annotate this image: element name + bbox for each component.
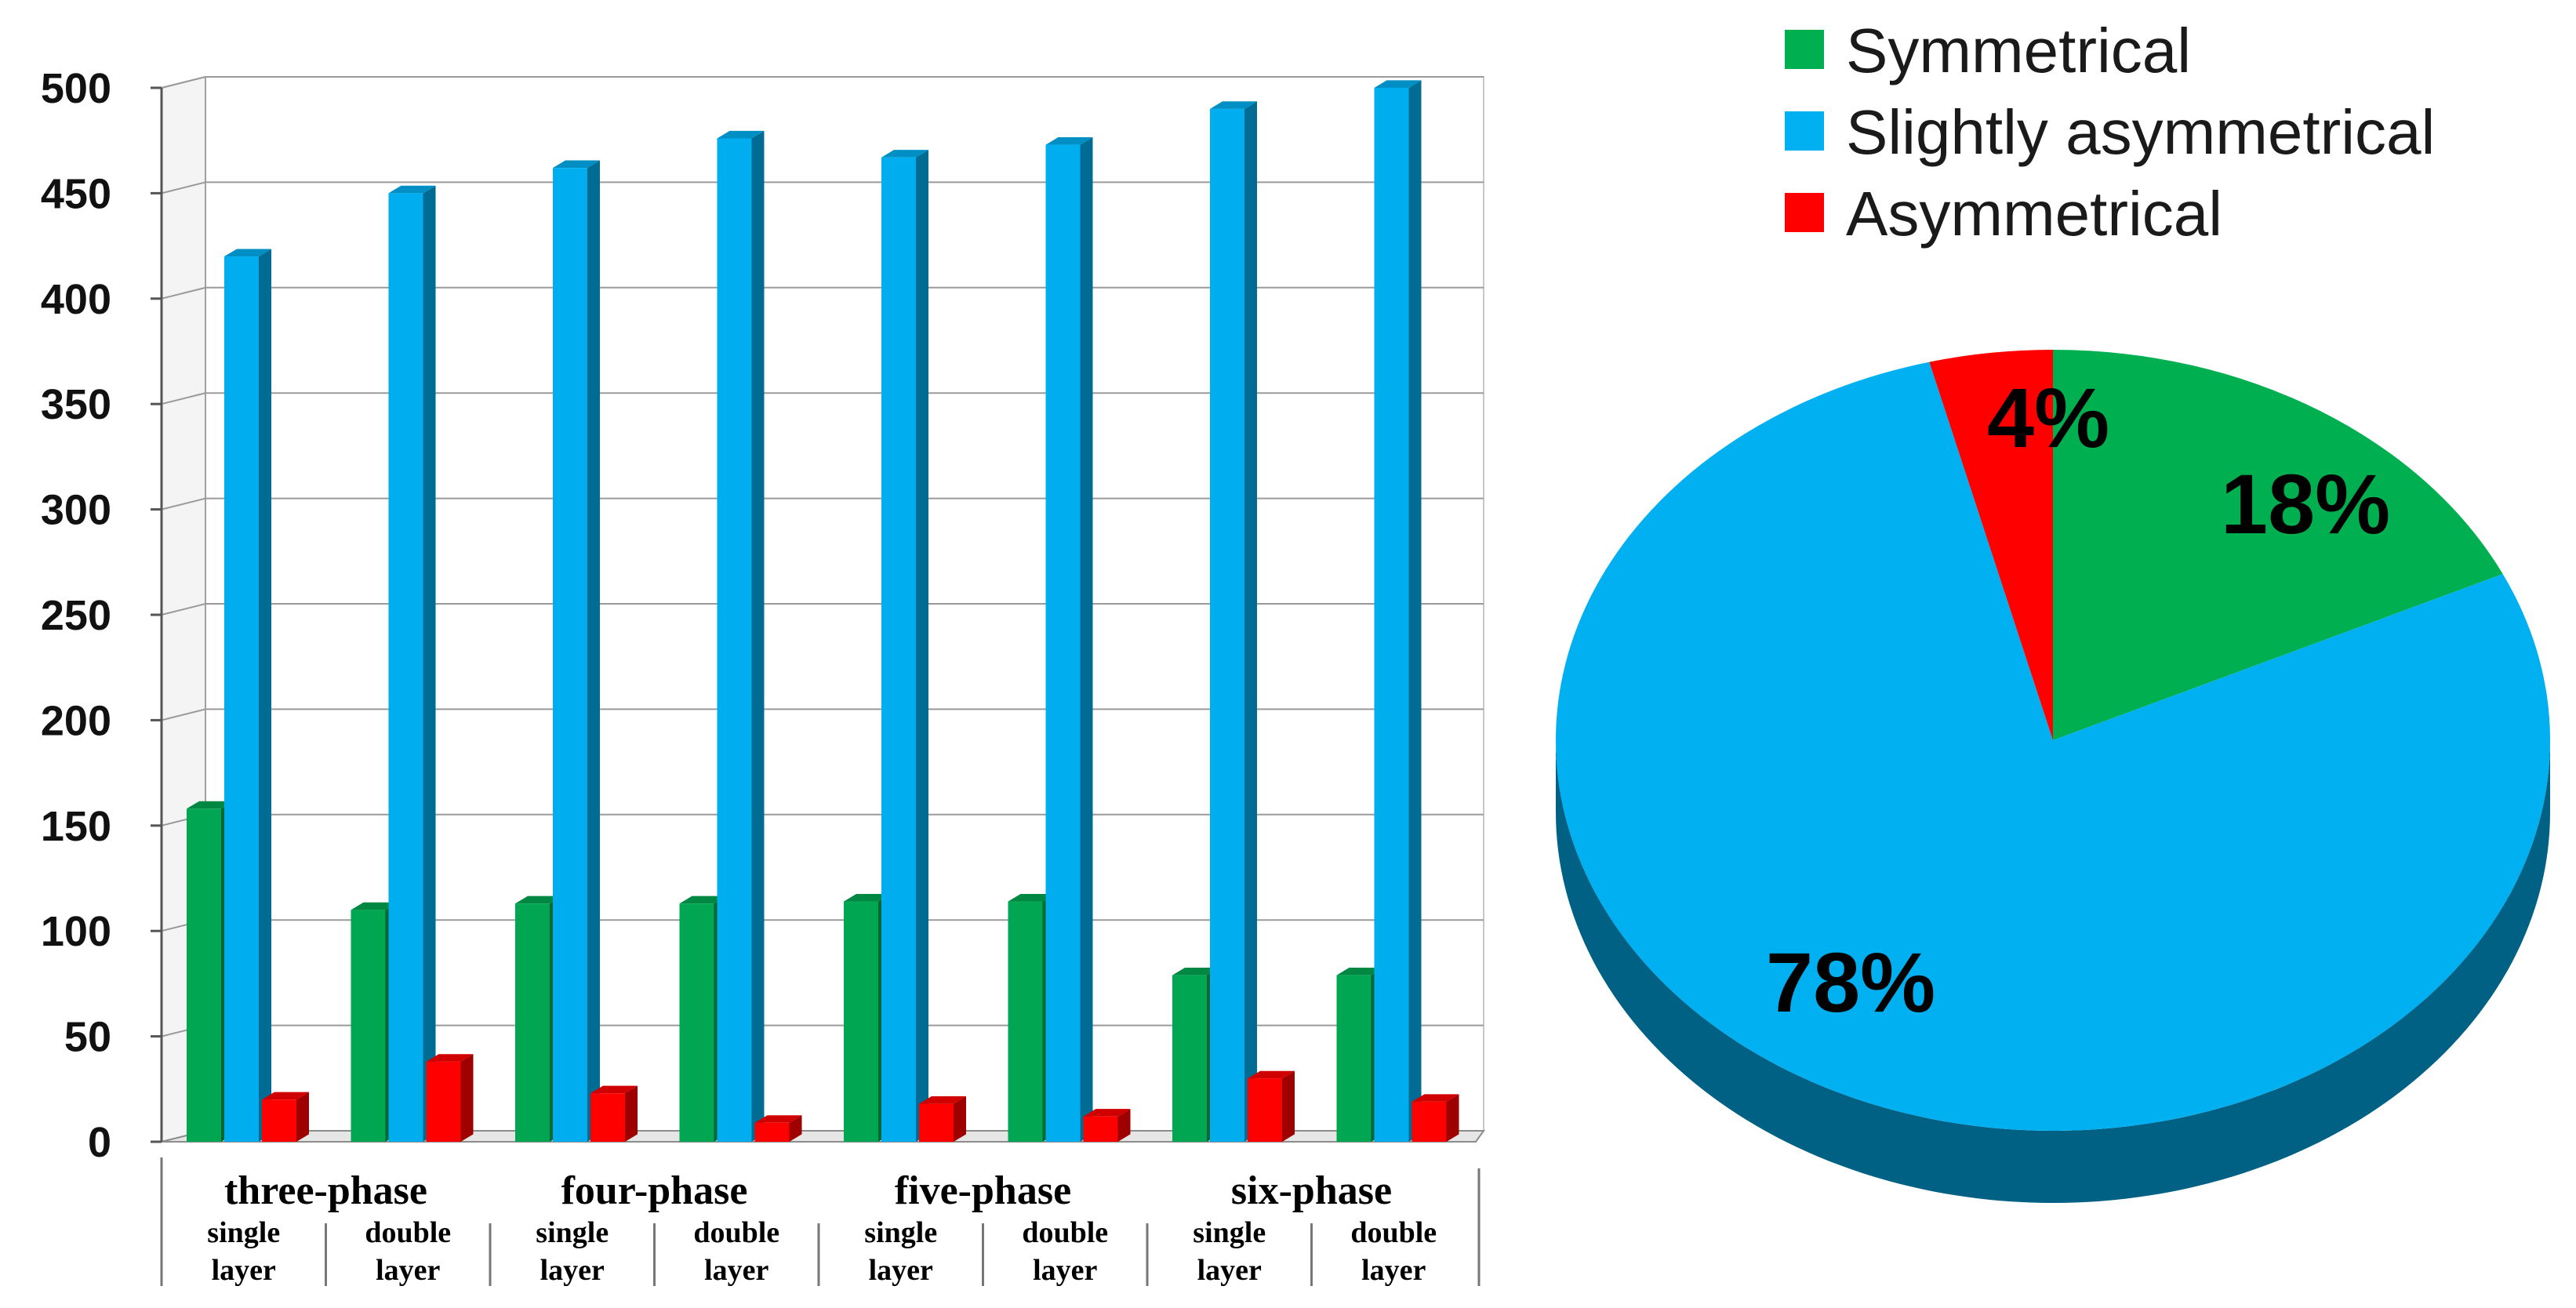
sub-label: layer	[704, 1254, 768, 1287]
y-tick-label: 0	[88, 1119, 111, 1166]
bar-asymmetrical-0	[262, 1092, 309, 1142]
bar-asymmetrical-1	[426, 1054, 474, 1142]
sub-label: layer	[869, 1254, 933, 1287]
sub-label: double	[1022, 1216, 1108, 1249]
y-tick-label: 100	[41, 908, 111, 955]
y-tick-label: 150	[41, 803, 111, 850]
gridline-side	[161, 76, 206, 89]
bar-chart-x-axis: three-phasesinglelayerdoublelayerfour-ph…	[160, 1157, 1481, 1287]
y-tick-label: 300	[41, 487, 111, 534]
gridline-side	[161, 286, 206, 300]
bar-chart: 0 50 100 150 200 250 300 350 400 450 500 three-pha…	[41, 65, 1485, 1287]
pie-label-18pct: 18%	[2221, 456, 2390, 551]
bar-slightly-asymmetrical-1	[388, 185, 436, 1142]
sub-label: layer	[1361, 1254, 1426, 1287]
sub-label: layer	[1033, 1254, 1097, 1287]
gridline-side	[161, 392, 206, 405]
bar-slightly-asymmetrical-5	[1045, 136, 1093, 1143]
bar-asymmetrical-5	[1083, 1109, 1131, 1142]
bar-asymmetrical-3	[754, 1115, 802, 1142]
bar-asymmetrical-6	[1248, 1070, 1295, 1142]
y-tick-label: 400	[41, 276, 111, 323]
sub-label: double	[693, 1216, 779, 1249]
group-label: six-phase	[1231, 1168, 1392, 1213]
sub-label: single	[1193, 1216, 1266, 1249]
bar-chart-y-axis: 0 50 100 150 200 250 300 350 400 450 500	[41, 65, 163, 1166]
legend-swatch	[1785, 30, 1824, 69]
sub-label: layer	[1197, 1254, 1262, 1287]
y-tick-label: 250	[41, 592, 111, 639]
sub-label: single	[207, 1216, 280, 1249]
gridline-side	[161, 181, 206, 194]
gridline-side	[161, 497, 206, 510]
bar-slightly-asymmetrical-4	[881, 150, 928, 1143]
legend-label: Symmetrical	[1846, 16, 2191, 85]
y-tick-label: 50	[64, 1014, 111, 1061]
group-label: three-phase	[224, 1168, 427, 1213]
pie-slice-symmetrical	[2053, 350, 2503, 740]
sub-label: single	[536, 1216, 609, 1249]
pie-slice-slightly-asymmetrical	[1556, 362, 2550, 1131]
legend-label: Asymmetrical	[1846, 179, 2222, 249]
legend-swatch	[1785, 193, 1824, 232]
y-tick-label: 500	[41, 65, 111, 112]
group-label: five-phase	[895, 1168, 1071, 1213]
pie-chart: Symmetrical Slightly asymmetrical Asymmetr…	[1556, 16, 2550, 1203]
pie-legend: Symmetrical Slightly asymmetrical Asymmetr…	[1785, 16, 2435, 249]
pie-body	[1556, 350, 2550, 1203]
sub-label: double	[365, 1216, 451, 1249]
y-tick-label: 450	[41, 170, 111, 217]
sub-label: single	[864, 1216, 937, 1249]
y-tick-label: 200	[41, 697, 111, 744]
bar-slightly-asymmetrical-3	[717, 130, 765, 1143]
bar-chart-bars	[187, 80, 1459, 1143]
sub-label: layer	[376, 1254, 440, 1287]
bar-asymmetrical-2	[590, 1085, 638, 1142]
bar-slightly-asymmetrical-7	[1374, 80, 1422, 1142]
bar-slightly-asymmetrical-0	[224, 249, 271, 1143]
bar-slightly-asymmetrical-2	[553, 160, 600, 1143]
legend-swatch	[1785, 111, 1824, 151]
bar-asymmetrical-7	[1412, 1094, 1459, 1142]
bar-slightly-asymmetrical-6	[1210, 101, 1257, 1142]
pie-slice-asymmetrical	[1929, 350, 2053, 740]
bar-asymmetrical-4	[919, 1096, 966, 1142]
sub-label: layer	[212, 1254, 276, 1287]
sub-label: double	[1350, 1216, 1437, 1249]
legend-label: Slightly asymmetrical	[1846, 97, 2435, 167]
sub-label: layer	[540, 1254, 605, 1287]
y-tick-label: 350	[41, 381, 111, 428]
pie-label-78pct: 78%	[1766, 935, 1935, 1030]
gridline-side	[161, 603, 206, 616]
group-label: four-phase	[561, 1168, 748, 1213]
pie-label-4pct: 4%	[1987, 370, 2109, 465]
gridline-side	[161, 708, 206, 721]
pie-side-1	[1556, 740, 2550, 1203]
pie-labels: 18% 78% 4%	[1766, 370, 2390, 1030]
